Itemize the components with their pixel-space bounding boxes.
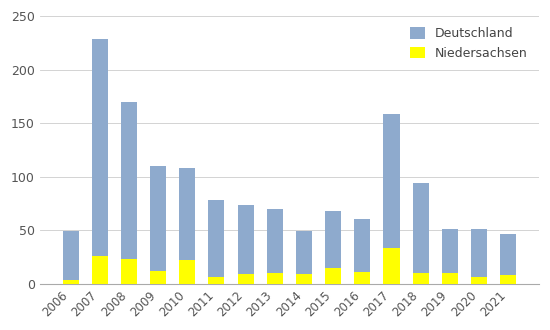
Bar <box>121 102 137 284</box>
Bar <box>383 248 399 284</box>
Bar <box>208 277 224 284</box>
Bar <box>296 274 312 284</box>
Bar <box>296 231 312 284</box>
Bar <box>63 280 79 284</box>
Bar <box>238 205 254 284</box>
Bar <box>325 268 341 284</box>
Bar <box>238 274 254 284</box>
Bar <box>267 209 283 284</box>
Bar <box>442 229 458 284</box>
Bar <box>150 166 166 284</box>
Bar <box>412 183 428 284</box>
Bar <box>412 273 428 284</box>
Bar <box>383 114 399 284</box>
Bar <box>179 168 195 284</box>
Bar <box>500 275 516 284</box>
Bar <box>63 231 79 284</box>
Bar <box>179 260 195 284</box>
Bar <box>500 235 516 284</box>
Bar <box>442 273 458 284</box>
Bar <box>471 229 487 284</box>
Bar <box>471 277 487 284</box>
Bar <box>208 200 224 284</box>
Bar <box>121 259 137 284</box>
Bar <box>92 39 108 284</box>
Bar <box>92 256 108 284</box>
Bar <box>150 271 166 284</box>
Bar <box>267 273 283 284</box>
Bar <box>354 219 370 284</box>
Legend: Deutschland, Niedersachsen: Deutschland, Niedersachsen <box>405 22 532 65</box>
Bar <box>325 211 341 284</box>
Bar <box>354 272 370 284</box>
